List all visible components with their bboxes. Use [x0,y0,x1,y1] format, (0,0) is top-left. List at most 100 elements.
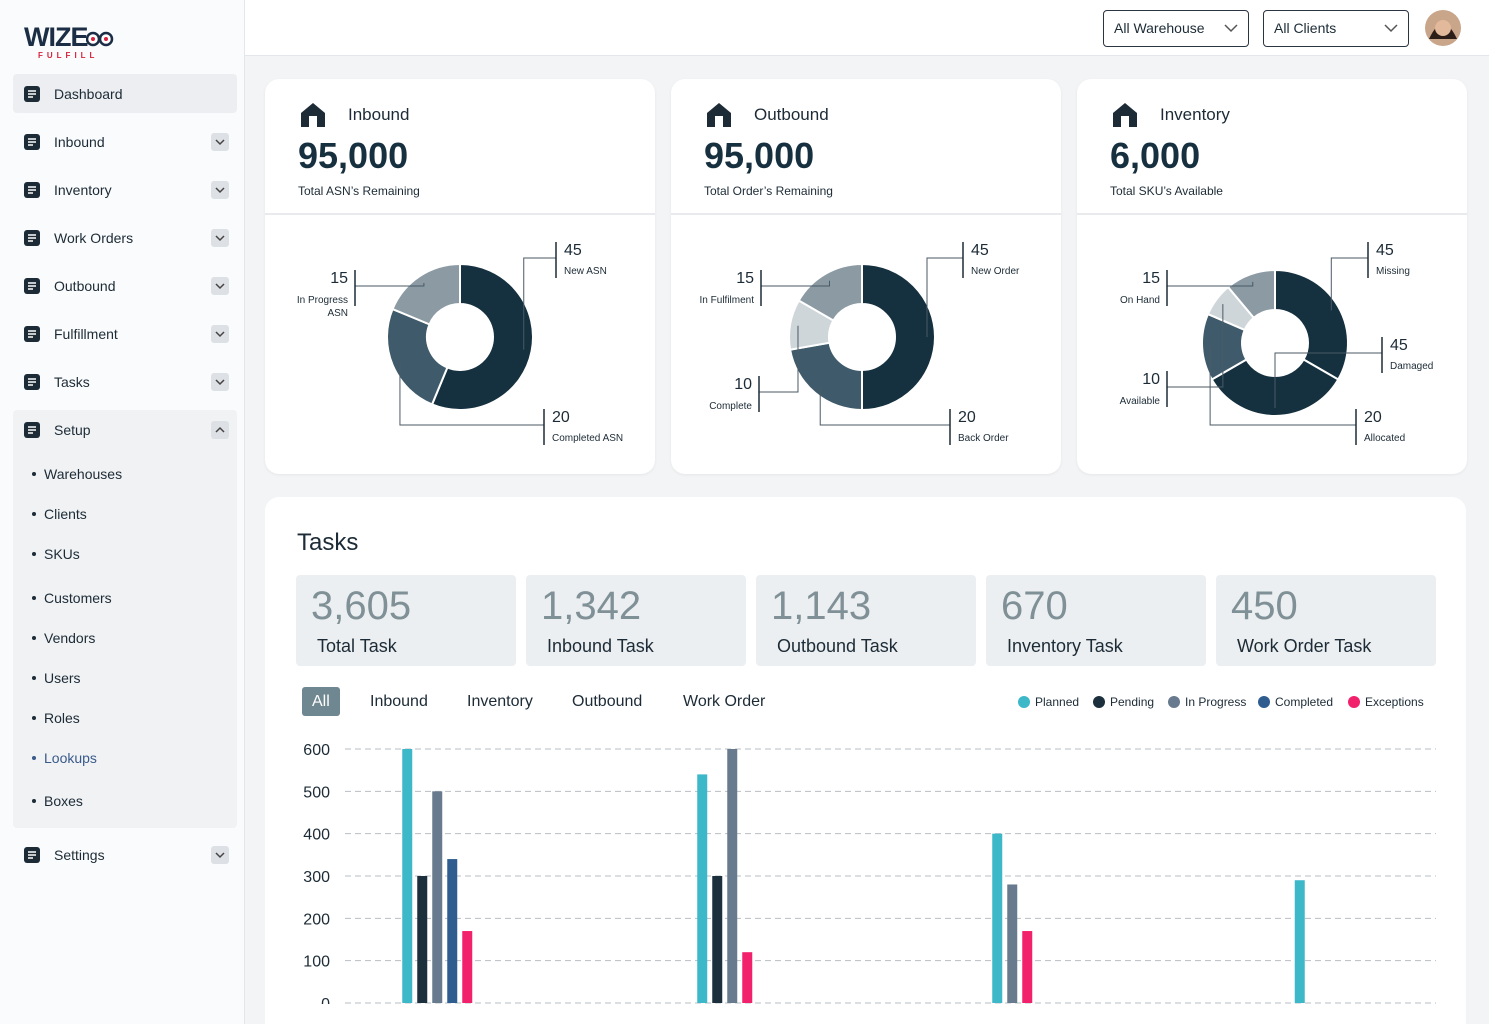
bar [462,931,473,1003]
nav-icon [24,847,40,863]
legend-dot [1093,696,1105,708]
segment-value: 15 [330,270,348,287]
y-tick-label: 100 [303,954,330,971]
legend-dot [1348,696,1360,708]
donut-chart [354,242,557,445]
segment-label: Damaged [1390,361,1434,372]
chevron-box [211,277,229,295]
icon-door [715,116,723,127]
bullet [32,552,36,556]
icon-door [309,116,317,127]
legend-label: Pending [1110,695,1155,709]
icon-glyph [28,186,36,194]
setup-item[interactable]: Lookups [44,750,97,766]
chevron-bg [211,229,229,247]
donut-segment [386,307,449,406]
tab[interactable]: Inbound [370,693,428,710]
y-tick-label: 200 [303,911,330,928]
donut-segment [861,262,936,412]
chevron-box [211,846,229,864]
divider [265,213,655,215]
chevron-bg [211,325,229,343]
nav-icon [24,86,40,102]
legend-label: In Progress [1185,695,1247,709]
leader-line [1274,352,1382,408]
tab[interactable]: Work Order [683,693,766,710]
segment-value: 10 [1142,371,1160,388]
setup-item[interactable]: Users [44,670,81,686]
icon-glyph [28,90,36,98]
nav-item[interactable]: Inventory [54,182,112,198]
segment-label: New ASN [564,266,607,277]
y-tick-label: 500 [303,784,330,801]
nav-item[interactable]: Tasks [54,374,90,390]
chevron-box [211,325,229,343]
donut-chart [1166,242,1383,445]
chevron-box [211,373,229,391]
card-subtitle: Total Order’s Remaining [704,184,833,198]
nav-item[interactable]: Settings [54,847,105,863]
chevron [215,235,225,242]
stat-box [526,575,746,666]
card-icon [301,103,325,127]
nav-item[interactable]: Inbound [54,134,105,150]
stat-label: Work Order Task [1237,636,1372,656]
warehouse-select-text: All Warehouse [1114,20,1205,36]
bar [1022,931,1033,1003]
y-tick-label: 600 [303,742,330,759]
setup-item[interactable]: Customers [44,590,112,606]
warehouse-select[interactable]: All Warehouse [1103,10,1249,47]
icon-glyph [28,851,36,859]
tab[interactable]: Inventory [467,693,533,710]
nav-item[interactable]: Dashboard [54,86,123,102]
bullet [32,636,36,640]
card-icon [1113,103,1137,127]
icon-glyph [28,282,36,290]
setup-item[interactable]: Warehouses [44,466,123,482]
avatar[interactable] [1424,9,1462,47]
y-tick-label: 300 [303,869,330,886]
nav-item[interactable]: Work Orders [54,230,134,246]
icon-shape [301,103,325,127]
bar [402,749,413,1003]
chevron [215,331,225,338]
stat-value: 1,342 [541,584,642,628]
nav-item[interactable]: Fulfillment [54,326,118,342]
bar [742,952,753,1003]
stat-label: Inventory Task [1007,636,1123,656]
nav-item[interactable]: Setup [54,422,91,438]
client-select-text: All Clients [1274,20,1337,36]
tab[interactable]: All [302,687,340,716]
nav-item[interactable]: Outbound [54,278,116,294]
segment-label: In Progress ASN [296,295,348,319]
bar [697,774,708,1003]
nav-icon [24,422,40,438]
chevron [1224,24,1238,33]
setup-item[interactable]: Clients [44,506,87,522]
tab[interactable]: Outbound [572,693,643,710]
stat-label: Inbound Task [547,636,654,656]
nav-icon [24,374,40,390]
card-subtitle: Total ASN’s Remaining [298,184,420,198]
icon-glyph [28,426,36,434]
bullet [32,512,36,516]
segment-value: 45 [971,242,989,259]
stat-value: 670 [1001,584,1068,628]
segment-value: 20 [1364,409,1382,426]
donut-segment [430,262,534,411]
donut-segment [788,341,863,412]
logo-text: WIZE [24,22,88,52]
setup-item[interactable]: SKUs [44,546,80,562]
client-select[interactable]: All Clients [1263,10,1409,47]
chevron [215,426,225,433]
donut-segment [391,262,461,326]
icon-glyph [28,330,36,338]
setup-item[interactable]: Roles [44,710,80,726]
chevron-bg [211,373,229,391]
setup-item[interactable]: Boxes [44,793,83,809]
leader-line [523,257,556,350]
setup-item[interactable]: Vendors [44,630,96,646]
segment-label: On Hand [1119,295,1160,306]
chevron-bg [211,133,229,151]
card-subtitle: Total SKU’s Available [1110,184,1223,198]
